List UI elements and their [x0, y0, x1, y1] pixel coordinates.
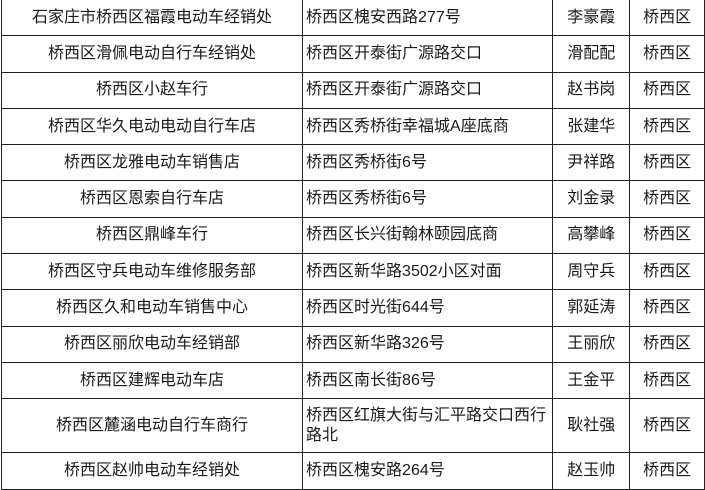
contact-cell: 滑配配: [552, 35, 631, 73]
address-cell: 桥西区时光街644号: [302, 289, 554, 327]
district-cell: 桥西区: [629, 107, 705, 146]
contact-cell: 王丽欣: [552, 325, 631, 363]
contact-cell: 王金平: [552, 361, 631, 400]
table-row: 桥西区小赵车行 桥西区开泰街广源路交口 赵书岗 桥西区: [0, 71, 705, 109]
table-row: 桥西区赵帅电动车经销处 桥西区槐安路264号 赵玉帅 桥西区: [0, 452, 705, 490]
dealer-name-cell: 桥西区鼎峰车行: [0, 216, 304, 255]
district-cell: 桥西区: [629, 216, 705, 255]
district-cell: 桥西区: [629, 325, 705, 363]
contact-cell: 赵玉帅: [552, 452, 631, 490]
address-cell: 桥西区秀桥街6号: [302, 180, 554, 218]
address-cell: 桥西区开泰街广源路交口: [302, 35, 554, 73]
dealer-name-cell: 桥西区龙雅电动车销售店: [0, 144, 304, 182]
contact-cell: 尹祥路: [552, 144, 631, 182]
dealer-name-cell: 石家庄市桥西区福霞电动车经销处: [0, 0, 304, 37]
district-cell: 桥西区: [629, 71, 705, 109]
dealer-name-cell: 桥西区恩索自行车店: [0, 180, 304, 218]
address-cell: 桥西区秀桥街6号: [302, 144, 554, 182]
table-row: 桥西区龙雅电动车销售店 桥西区秀桥街6号 尹祥路 桥西区: [0, 144, 705, 182]
dealer-name-cell: 桥西区丽欣电动车经销部: [0, 325, 304, 363]
district-cell: 桥西区: [629, 398, 705, 454]
table-row: 桥西区华久电动电动自行车店 桥西区秀桥街幸福城A座底商 张建华 桥西区: [0, 107, 705, 146]
dealer-name-cell: 桥西区华久电动电动自行车店: [0, 107, 304, 146]
dealer-name-cell: 桥西区赵帅电动车经销处: [0, 452, 304, 490]
address-cell: 桥西区槐安路264号: [302, 452, 554, 490]
contact-cell: 高攀峰: [552, 216, 631, 255]
address-cell: 桥西区长兴街翰林颐园底商: [302, 216, 554, 255]
table-row: 桥西区恩索自行车店 桥西区秀桥街6号 刘金录 桥西区: [0, 180, 705, 218]
contact-cell: 郭延涛: [552, 289, 631, 327]
table-row: 桥西区建辉电动车店 桥西区南长街86号 王金平 桥西区: [0, 361, 705, 400]
address-cell: 桥西区新华路326号: [302, 325, 554, 363]
contact-cell: 张建华: [552, 107, 631, 146]
dealer-name-cell: 桥西区滑佩电动自行车经销处: [0, 35, 304, 73]
contact-cell: 耿社强: [552, 398, 631, 454]
table-row: 桥西区守兵电动车维修服务部 桥西区新华路3502小区对面 周守兵 桥西区: [0, 253, 705, 291]
contact-cell: 李豪霞: [552, 0, 631, 37]
district-cell: 桥西区: [629, 144, 705, 182]
dealer-name-cell: 桥西区小赵车行: [0, 71, 304, 109]
address-cell: 桥西区新华路3502小区对面: [302, 253, 554, 291]
district-cell: 桥西区: [629, 452, 705, 490]
address-cell: 桥西区开泰街广源路交口: [302, 71, 554, 109]
district-cell: 桥西区: [629, 180, 705, 218]
table-row: 桥西区麓涵电动自行车商行 桥西区红旗大街与汇平路交口西行路北 耿社强 桥西区: [0, 398, 705, 454]
table-row: 石家庄市桥西区福霞电动车经销处 桥西区槐安西路277号 李豪霞 桥西区: [0, 0, 705, 37]
district-cell: 桥西区: [629, 361, 705, 400]
address-cell: 桥西区红旗大街与汇平路交口西行路北: [302, 398, 554, 454]
table-row: 桥西区滑佩电动自行车经销处 桥西区开泰街广源路交口 滑配配 桥西区: [0, 35, 705, 73]
contact-cell: 赵书岗: [552, 71, 631, 109]
table-row: 桥西区久和电动车销售中心 桥西区时光街644号 郭延涛 桥西区: [0, 289, 705, 327]
address-cell: 桥西区南长街86号: [302, 361, 554, 400]
address-cell: 桥西区秀桥街幸福城A座底商: [302, 107, 554, 146]
district-cell: 桥西区: [629, 0, 705, 37]
dealer-name-cell: 桥西区建辉电动车店: [0, 361, 304, 400]
table-row: 桥西区丽欣电动车经销部 桥西区新华路326号 王丽欣 桥西区: [0, 325, 705, 363]
contact-cell: 周守兵: [552, 253, 631, 291]
district-cell: 桥西区: [629, 35, 705, 73]
table-row: 桥西区鼎峰车行 桥西区长兴街翰林颐园底商 高攀峰 桥西区: [0, 216, 705, 255]
dealer-name-cell: 桥西区久和电动车销售中心: [0, 289, 304, 327]
district-cell: 桥西区: [629, 289, 705, 327]
contact-cell: 刘金录: [552, 180, 631, 218]
district-cell: 桥西区: [629, 253, 705, 291]
address-cell: 桥西区槐安西路277号: [302, 0, 554, 37]
dealer-name-cell: 桥西区麓涵电动自行车商行: [0, 398, 304, 454]
dealer-name-cell: 桥西区守兵电动车维修服务部: [0, 253, 304, 291]
